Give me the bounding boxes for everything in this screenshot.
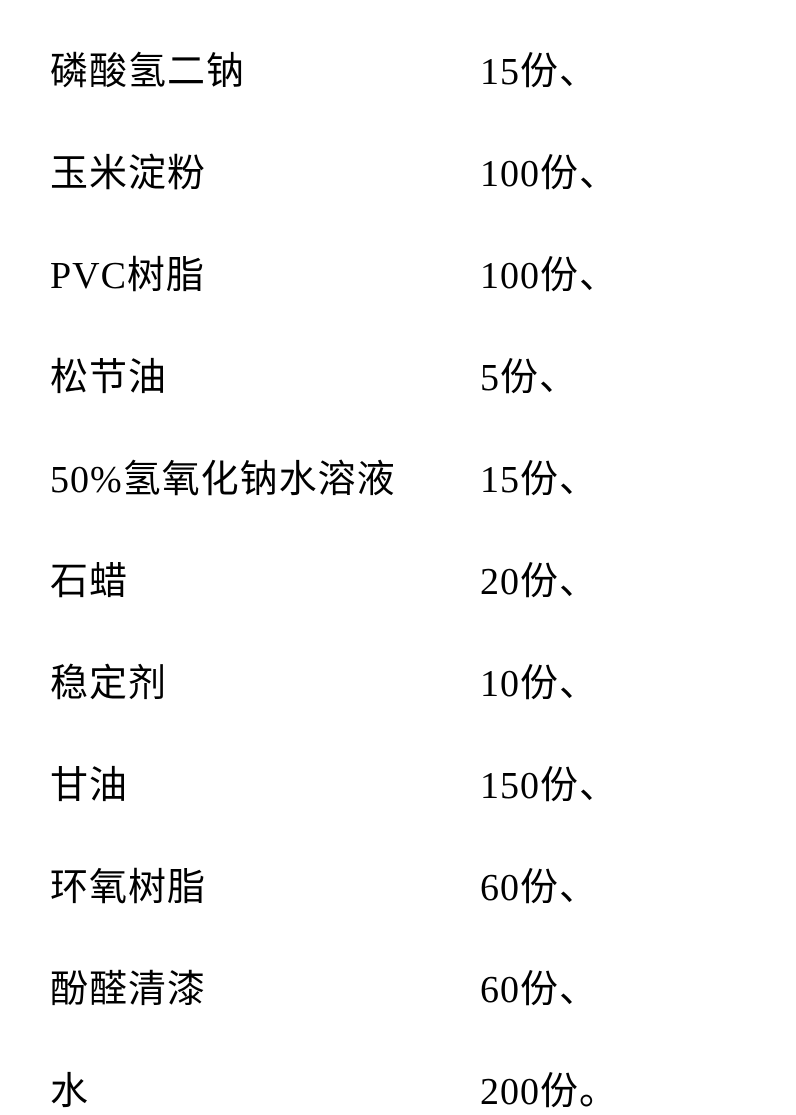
ingredient-amount: 5份、	[480, 346, 578, 401]
ingredient-name: 酚醛清漆	[50, 958, 480, 1013]
ingredient-row: 稳定剂10份、	[50, 652, 746, 707]
ingredient-name: 松节油	[50, 346, 480, 401]
ingredient-row: 50%氢氧化钠水溶液15份、	[50, 448, 746, 503]
ingredient-name: 磷酸氢二钠	[50, 40, 480, 95]
ingredient-row: 水200份。	[50, 1060, 746, 1115]
ingredient-name: 环氧树脂	[50, 856, 480, 911]
ingredient-name: 甘油	[50, 754, 480, 809]
ingredient-amount: 200份。	[480, 1060, 618, 1115]
ingredient-amount: 60份、	[480, 856, 598, 911]
ingredient-amount: 15份、	[480, 40, 598, 95]
ingredient-amount: 100份、	[480, 244, 618, 299]
ingredient-row: 甘油150份、	[50, 754, 746, 809]
ingredient-name: 稳定剂	[50, 652, 480, 707]
ingredient-amount: 10份、	[480, 652, 598, 707]
ingredient-row: 酚醛清漆60份、	[50, 958, 746, 1013]
ingredient-amount: 15份、	[480, 448, 598, 503]
ingredient-name: 石蜡	[50, 550, 480, 605]
ingredient-amount: 150份、	[480, 754, 618, 809]
ingredient-name: 水	[50, 1060, 480, 1115]
ingredient-amount: 100份、	[480, 142, 618, 197]
ingredient-name: 50%氢氧化钠水溶液	[50, 448, 480, 503]
ingredient-name: 玉米淀粉	[50, 142, 480, 197]
ingredient-row: 玉米淀粉100份、	[50, 142, 746, 197]
ingredient-amount: 20份、	[480, 550, 598, 605]
ingredient-name: PVC树脂	[50, 244, 480, 299]
ingredient-row: PVC树脂100份、	[50, 244, 746, 299]
ingredient-row: 环氧树脂60份、	[50, 856, 746, 911]
ingredient-list: 磷酸氢二钠15份、玉米淀粉100份、PVC树脂100份、松节油5份、50%氢氧化…	[50, 40, 746, 1115]
ingredient-row: 磷酸氢二钠15份、	[50, 40, 746, 95]
ingredient-row: 石蜡20份、	[50, 550, 746, 605]
ingredient-amount: 60份、	[480, 958, 598, 1013]
ingredient-row: 松节油5份、	[50, 346, 746, 401]
